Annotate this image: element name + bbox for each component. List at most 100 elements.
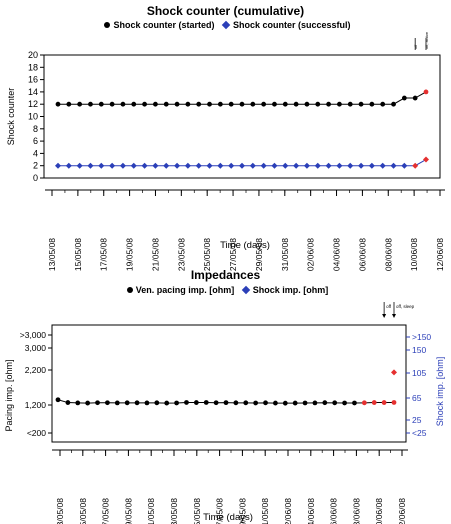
chart2-title: Impedances xyxy=(190,268,261,282)
shock-imp-point xyxy=(391,369,397,376)
y-tick-label: 1,200 xyxy=(25,400,47,410)
legend-started-marker xyxy=(104,22,111,29)
pacing-point xyxy=(302,400,308,406)
successful-point xyxy=(368,162,375,169)
started-point xyxy=(337,101,342,107)
started-point xyxy=(174,101,180,107)
x-tick-label: 25/05/08 xyxy=(192,498,202,524)
started-point xyxy=(272,101,277,107)
y-axis-label: Pacing imp. [ohm] xyxy=(4,359,14,431)
pacing-point xyxy=(114,400,120,406)
successful-point xyxy=(217,162,224,169)
x-tick-label: 25/05/08 xyxy=(202,238,212,271)
pacing-point xyxy=(292,400,298,406)
started-point xyxy=(315,101,321,107)
y-tick-label: 6 xyxy=(33,136,38,146)
pacing-point xyxy=(203,400,209,405)
x-tick-label: 19/05/08 xyxy=(123,498,133,524)
chart1-legend: Shock counter (started) Shock counter (s… xyxy=(0,20,451,30)
legend-started-label: Shock counter (started) xyxy=(113,20,215,30)
x-tick-label: 21/05/08 xyxy=(146,498,156,524)
pacing-point xyxy=(391,400,397,405)
started-point xyxy=(120,101,126,107)
x-tick-label: 06/06/08 xyxy=(329,498,339,524)
started-point xyxy=(380,101,386,107)
pacing-point xyxy=(312,400,318,406)
x-tick-label: 31/05/08 xyxy=(280,238,290,271)
successful-point xyxy=(65,162,72,169)
successful-point xyxy=(336,162,343,169)
started-point xyxy=(185,101,191,107)
pacing-point xyxy=(223,400,229,406)
chart2-legend: Ven. pacing imp. [ohm] Shock imp. [ohm] xyxy=(0,285,451,295)
pacing-point xyxy=(243,400,249,406)
x-tick-label: 29/05/08 xyxy=(237,498,247,524)
pacing-point xyxy=(85,400,91,406)
successful-point xyxy=(249,162,256,169)
successful-point xyxy=(293,162,300,169)
x-tick-label: 08/06/08 xyxy=(383,238,393,271)
pacing-point xyxy=(332,400,338,406)
legend-successful-label: Shock counter (successful) xyxy=(233,20,351,30)
successful-point xyxy=(109,162,116,169)
started-point xyxy=(142,101,147,107)
pacing-point xyxy=(95,400,100,406)
event-marker-label: off xyxy=(386,304,392,309)
started-point xyxy=(217,101,223,107)
y2-tick-label: 25 xyxy=(412,415,422,425)
started-point xyxy=(423,89,429,95)
x-tick-label: 17/05/08 xyxy=(101,498,111,524)
pacing-point xyxy=(184,400,189,405)
successful-point xyxy=(423,156,429,163)
successful-point xyxy=(206,162,213,169)
x-tick-label: 15/05/08 xyxy=(78,498,88,524)
y2-axis-label: Shock imp. [ohm] xyxy=(435,357,445,427)
x-tick-label: 10/06/08 xyxy=(374,498,384,524)
started-point xyxy=(98,101,104,107)
started-point xyxy=(391,101,396,107)
successful-point xyxy=(184,162,191,169)
y2-tick-label: 65 xyxy=(412,393,422,403)
pacing-point xyxy=(273,400,278,406)
x-tick-label: 17/05/08 xyxy=(99,238,109,271)
x-tick-label: 27/05/08 xyxy=(215,498,225,524)
x-tick-label: 19/05/08 xyxy=(125,238,135,271)
successful-point xyxy=(390,162,397,169)
x-tick-label: 06/06/08 xyxy=(357,238,367,271)
pacing-point xyxy=(174,400,179,406)
y-tick-label: 8 xyxy=(33,124,38,134)
successful-point xyxy=(358,162,365,169)
successful-point xyxy=(347,162,354,169)
pacing-point xyxy=(342,400,347,406)
successful-point xyxy=(141,162,148,169)
started-point xyxy=(347,101,353,107)
started-point xyxy=(207,101,212,107)
x-tick-label: 21/05/08 xyxy=(150,238,160,271)
x-tick-label: 04/06/08 xyxy=(332,238,342,271)
successful-point xyxy=(98,162,105,169)
pacing-point xyxy=(253,400,259,406)
pacing-point xyxy=(361,400,367,406)
started-point xyxy=(369,101,375,107)
pacing-point xyxy=(371,400,377,405)
legend-shock-label: Shock imp. [ohm] xyxy=(252,285,329,295)
successful-point xyxy=(195,162,202,169)
x-tick-label: 08/06/08 xyxy=(351,498,361,524)
x-tick-label: 02/06/08 xyxy=(306,238,316,271)
started-point xyxy=(55,101,61,107)
event-marker-label: off xyxy=(413,44,418,49)
x-tick-label: 13/05/08 xyxy=(55,498,65,524)
pacing-point xyxy=(263,400,268,406)
x-tick-label: 27/05/08 xyxy=(228,238,238,271)
x-tick-label: 10/06/08 xyxy=(409,238,419,271)
started-point xyxy=(109,101,115,107)
started-point xyxy=(293,101,299,107)
plot-frame xyxy=(51,324,407,443)
pacing-point xyxy=(164,400,170,406)
started-point xyxy=(228,101,234,107)
pacing-point xyxy=(193,400,199,405)
successful-point xyxy=(228,162,235,169)
started-point xyxy=(304,101,310,107)
started-point xyxy=(153,101,158,107)
